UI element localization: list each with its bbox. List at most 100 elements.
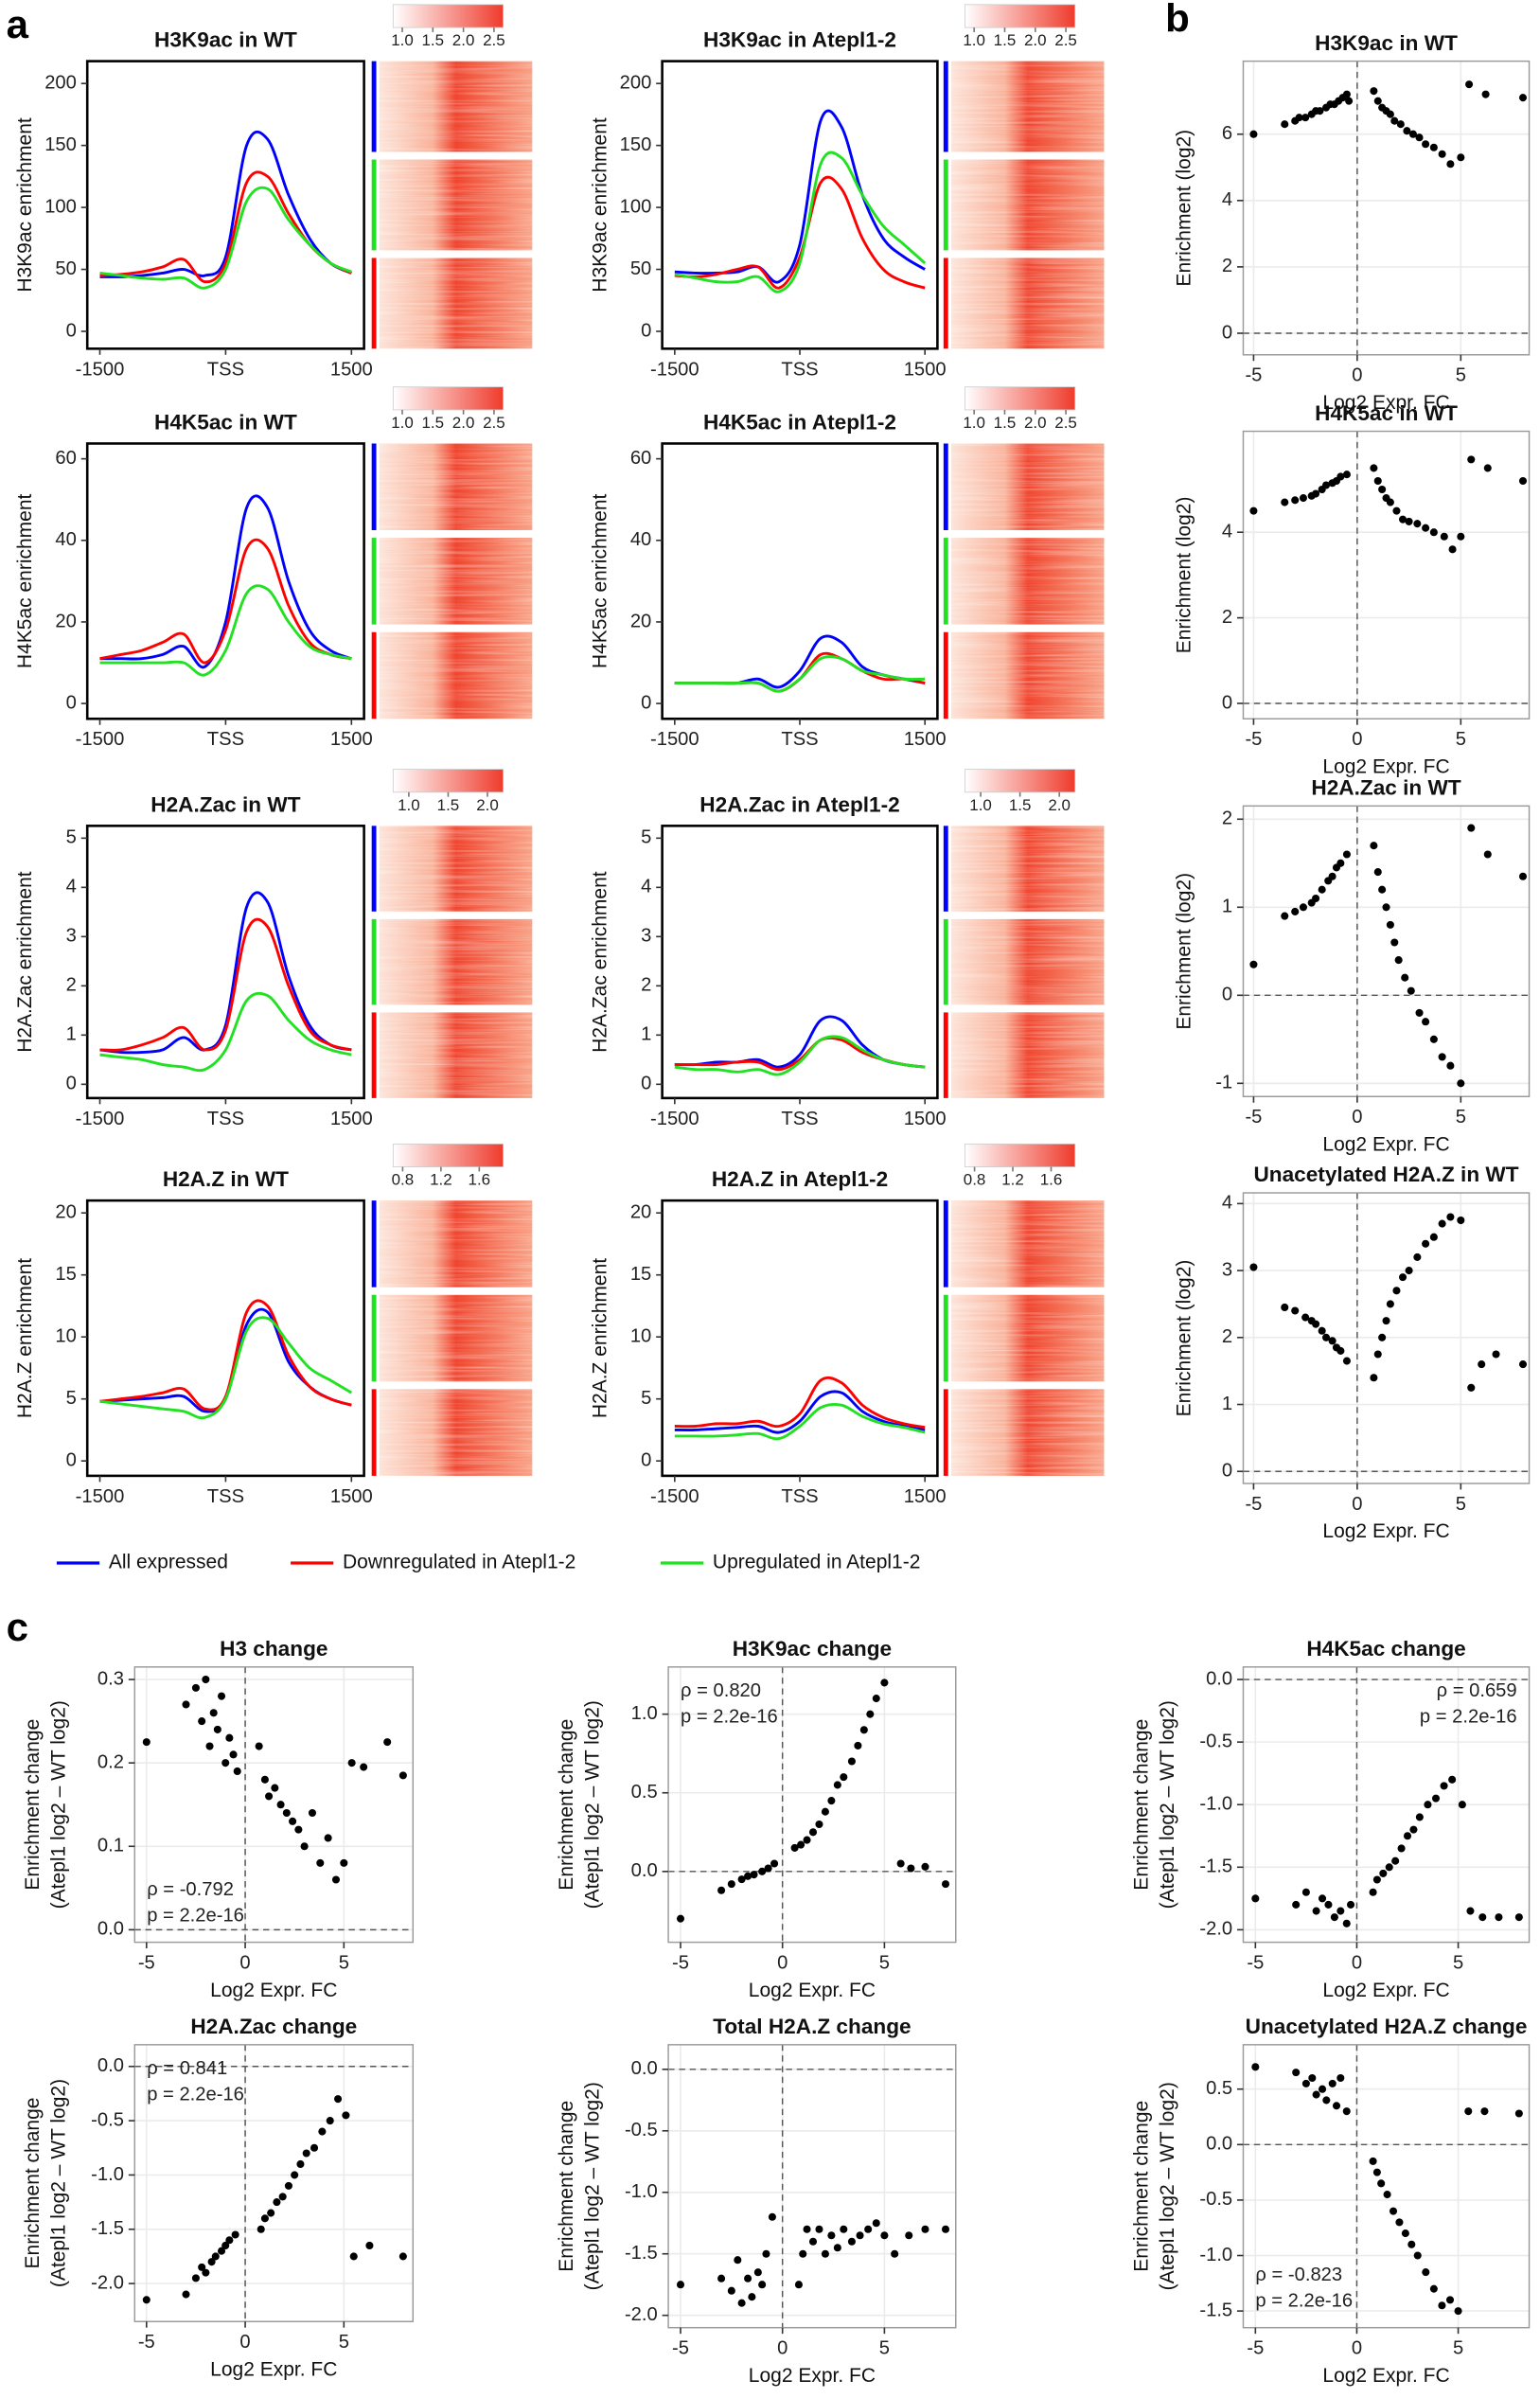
point — [1342, 850, 1351, 859]
point — [833, 2244, 841, 2252]
colorbar-tick-label: 0.8 — [964, 1171, 986, 1189]
point — [1281, 120, 1289, 129]
point — [941, 2225, 950, 2233]
x-tick-label: 5 — [1453, 2338, 1463, 2359]
point — [198, 2263, 206, 2271]
point — [1291, 1306, 1300, 1315]
point — [1457, 1216, 1465, 1225]
y-tick-label: 1.0 — [631, 1703, 658, 1724]
point — [1342, 1357, 1351, 1365]
point — [1328, 872, 1336, 880]
point — [891, 2249, 899, 2258]
x-axis-label: Log2 Expr. FC — [1322, 392, 1449, 414]
point — [324, 1834, 332, 1842]
point — [1467, 455, 1476, 464]
y-axis-label: H2A.Z enrichment — [14, 1258, 36, 1418]
x-axis-label: Log2 Expr. FC — [1322, 1134, 1449, 1156]
heatmap-texture — [379, 538, 533, 625]
point — [1321, 481, 1331, 489]
point — [296, 2159, 305, 2169]
point — [1458, 1801, 1466, 1809]
profile-line — [99, 584, 352, 677]
heatmap-texture — [950, 159, 1105, 251]
heatmap-texture — [379, 826, 533, 912]
y-axis-label: (Atepl1 log2 – WT log2) — [581, 2082, 603, 2290]
point — [360, 1763, 368, 1771]
y-tick-label: 4 — [1222, 522, 1232, 542]
y-axis-label: H3K9ac enrichment — [590, 117, 611, 293]
colorbar-tick-label: 1.5 — [994, 414, 1017, 432]
point — [1401, 2229, 1409, 2238]
side-bar — [943, 1012, 948, 1098]
point — [233, 1767, 241, 1776]
point — [1409, 1825, 1418, 1834]
point — [840, 1773, 848, 1782]
side-bar — [371, 443, 377, 531]
chart-title: H4K5ac change — [1306, 1637, 1465, 1661]
colorbar-tick-label: 1.0 — [969, 796, 992, 814]
point — [1292, 2069, 1301, 2077]
point — [1483, 464, 1492, 472]
x-axis-label: Log2 Expr. FC — [1322, 2365, 1449, 2387]
colorbar-tick-label: 1.0 — [963, 31, 985, 49]
point — [1383, 2191, 1391, 2199]
chart-title: H3K9ac in WT — [154, 28, 297, 52]
y-tick-label: 100 — [620, 196, 652, 217]
point — [1281, 498, 1289, 506]
x-tick-label: 0 — [1352, 1953, 1362, 1974]
colorbar — [965, 769, 1076, 793]
heatmap-texture — [950, 443, 1105, 531]
colorbar-tick-label: 1.0 — [398, 796, 420, 814]
y-tick-label: 4 — [1222, 1193, 1232, 1214]
y-tick-label: 5 — [641, 827, 651, 848]
point — [1407, 2240, 1416, 2248]
y-axis-label: Enrichment change — [1130, 2101, 1152, 2272]
y-axis-label: (Atepl1 log2 – WT log2) — [581, 1700, 603, 1909]
point — [1390, 116, 1399, 125]
profile-line — [99, 1316, 353, 1420]
point — [221, 2241, 230, 2250]
side-bar — [943, 826, 948, 912]
colorbar-tick-label: 1.2 — [430, 1171, 452, 1189]
y-tick-label: 40 — [630, 529, 651, 550]
point — [872, 2219, 880, 2228]
x-tick-label: -1500 — [76, 1486, 125, 1507]
y-axis-label: (Atepl1 log2 – WT log2) — [1157, 2082, 1178, 2290]
heatmap-texture — [950, 258, 1105, 349]
point — [758, 2281, 767, 2289]
side-bar — [371, 631, 377, 719]
point — [1413, 1252, 1422, 1261]
x-tick-label: 5 — [1456, 365, 1466, 386]
point — [1377, 2179, 1386, 2188]
point — [1370, 464, 1378, 472]
point — [847, 1757, 856, 1766]
point — [294, 1825, 303, 1834]
colorbar-tick-label: 1.5 — [422, 31, 445, 49]
point — [1318, 1326, 1326, 1335]
x-axis-label: Log2 Expr. FC — [1322, 755, 1449, 777]
point — [1312, 894, 1320, 903]
point — [1398, 1273, 1407, 1282]
colorbar-tick-label: 1.5 — [1009, 796, 1032, 814]
point — [1318, 1894, 1327, 1903]
y-tick-label: -1.0 — [91, 2164, 124, 2185]
profile-line — [99, 891, 352, 1055]
side-bar — [371, 918, 377, 1005]
point — [308, 1808, 316, 1818]
y-tick-label: 6 — [1222, 123, 1232, 144]
y-tick-label: 0.0 — [97, 1919, 124, 1940]
heatmap-texture — [950, 631, 1105, 719]
profile-line — [674, 151, 927, 293]
point — [1483, 850, 1492, 859]
x-tick-label: -5 — [1245, 1494, 1262, 1515]
x-tick-label: 1500 — [904, 729, 947, 750]
point — [191, 1683, 200, 1692]
x-tick-label: -5 — [672, 2338, 689, 2359]
chart-title: H2A.Z in WT — [163, 1167, 289, 1191]
chart-title: H3K9ac in Atepl1-2 — [703, 28, 896, 52]
point — [1373, 476, 1382, 486]
point — [1478, 1360, 1486, 1369]
x-tick-label: 1500 — [330, 1486, 373, 1507]
heatmap-texture — [379, 1012, 533, 1098]
chart-title: H2A.Zac in Atepl1-2 — [699, 792, 900, 816]
